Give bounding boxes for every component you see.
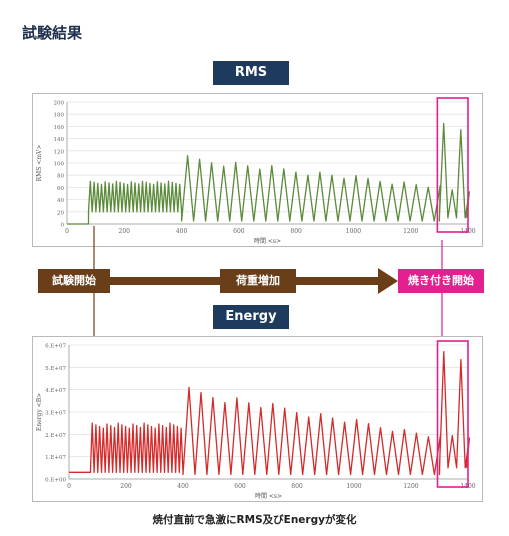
x-tick-label: 600 [233, 228, 245, 235]
y-tick-label: 1.E+07 [45, 455, 66, 461]
x-tick-label: 800 [291, 483, 303, 490]
y-tick-label: 4.E+07 [45, 388, 66, 394]
y-tick-label: 40 [57, 198, 64, 204]
x-tick-label: 0 [67, 483, 71, 490]
x-axis-label: 時間 <s> [254, 237, 281, 245]
y-tick-label: 180 [54, 113, 65, 119]
x-tick-label: 400 [176, 228, 188, 235]
x-tick-label: 400 [177, 483, 189, 490]
y-tick-label: 80 [57, 174, 64, 180]
y-tick-label: 160 [54, 125, 65, 131]
y-tick-label: 120 [54, 149, 65, 155]
x-axis-label: 時間 <s> [255, 492, 282, 500]
figure-caption: 焼付直前で急激にRMS及びEnergyが変化 [152, 514, 357, 526]
y-tick-label: 140 [54, 137, 65, 143]
x-tick-label: 1000 [346, 228, 361, 235]
y-tick-label: 200 [54, 101, 65, 107]
energy-series-line [69, 351, 471, 476]
y-tick-label: 0.E+00 [45, 478, 66, 484]
x-tick-label: 600 [234, 483, 246, 490]
energy-chart-svg: 0.E+00 1.E+07 2.E+07 3.E+07 4.E+07 5.E+07 6.E+… [36, 340, 476, 500]
rms-chart: 0 20 40 60 80 100 120 140 160 180 200 0 200 400 600 800… [32, 93, 483, 247]
y-tick-label: 3.E+07 [45, 411, 66, 417]
timeline-arrow-head [378, 268, 398, 294]
x-tick-label: 1200 [403, 228, 418, 235]
y-tick-label: 100 [54, 162, 65, 168]
energy-seizure-highlight [436, 340, 469, 488]
rms-chart-svg: 0 20 40 60 80 100 120 140 160 180 200 0 200 400 600 800… [36, 97, 476, 245]
y-tick-label: 60 [57, 186, 64, 192]
y-tick-label: 0 [61, 223, 65, 229]
x-tick-label: 200 [120, 483, 132, 490]
y-tick-label: 6.E+07 [45, 344, 66, 350]
page-title: 試験結果 [22, 24, 83, 42]
energy-chart-header: Energy [213, 305, 289, 329]
rms-seizure-highlight [436, 97, 469, 233]
load-increase-label: 荷重増加 [220, 269, 296, 293]
y-tick-label: 2.E+07 [45, 433, 66, 439]
x-tick-label: 800 [290, 228, 302, 235]
x-tick-label: 1000 [346, 483, 361, 490]
y-axis-label: RMS <mV> [36, 145, 43, 182]
y-tick-label: 20 [57, 210, 64, 216]
rms-series-line [67, 122, 471, 225]
x-tick-label: 0 [65, 228, 69, 235]
y-axis-label: Energy <B> [36, 393, 43, 431]
y-tick-label: 5.E+07 [45, 366, 66, 372]
rms-chart-header: RMS [213, 61, 289, 85]
x-tick-label: 1200 [403, 483, 418, 490]
x-tick-label: 200 [119, 228, 131, 235]
seizure-start-label: 焼き付き開始 [398, 269, 484, 293]
energy-chart: 0.E+00 1.E+07 2.E+07 3.E+07 4.E+07 5.E+07 6.E+… [32, 336, 483, 502]
test-start-label: 試験開始 [38, 269, 110, 293]
